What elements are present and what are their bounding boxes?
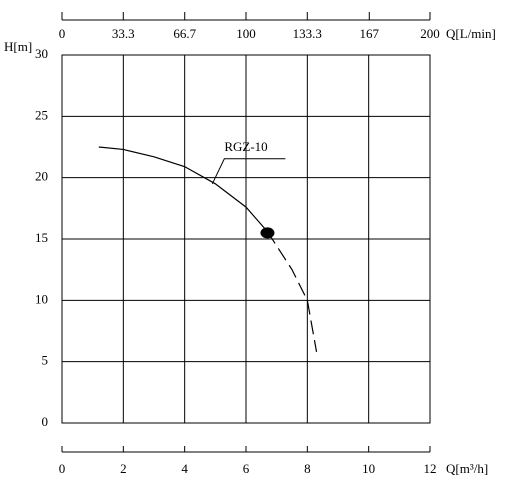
y-tick-label: 0: [42, 414, 49, 429]
x2-tick-label: 0: [59, 26, 66, 41]
x2-tick-label: 100: [236, 26, 256, 41]
label-leader: [211, 158, 286, 185]
x-tick-label: 8: [304, 461, 311, 476]
y-tick-label: 20: [35, 169, 48, 184]
x-tick-label: 0: [59, 461, 66, 476]
curve-dashed: [266, 231, 318, 352]
operating-point: [260, 227, 275, 239]
y-tick-label: 30: [35, 46, 48, 61]
x2-tick-label: 133.3: [293, 26, 322, 41]
x-tick-label: 6: [243, 461, 250, 476]
x-tick-label: 4: [181, 461, 188, 476]
curve-solid: [98, 146, 268, 233]
x2-tick-label: 200: [420, 26, 440, 41]
x-tick-label: 12: [424, 461, 437, 476]
x-axis-label: Q[m³/h]: [446, 461, 488, 476]
x2-tick-label: 66.7: [173, 26, 196, 41]
y-tick-label: 15: [35, 230, 48, 245]
y-axis-label: H[m]: [4, 39, 32, 54]
y-tick-label: 10: [35, 291, 48, 306]
x-tick-label: 2: [120, 461, 127, 476]
x2-tick-label: 167: [360, 26, 380, 41]
y-tick-label: 25: [35, 107, 48, 122]
x2-tick-label: 33.3: [112, 26, 135, 41]
x2-axis-label: Q[L/min]: [446, 26, 496, 41]
series-label: RGZ-10: [224, 139, 267, 154]
y-tick-label: 5: [42, 353, 49, 368]
x-tick-label: 10: [362, 461, 375, 476]
